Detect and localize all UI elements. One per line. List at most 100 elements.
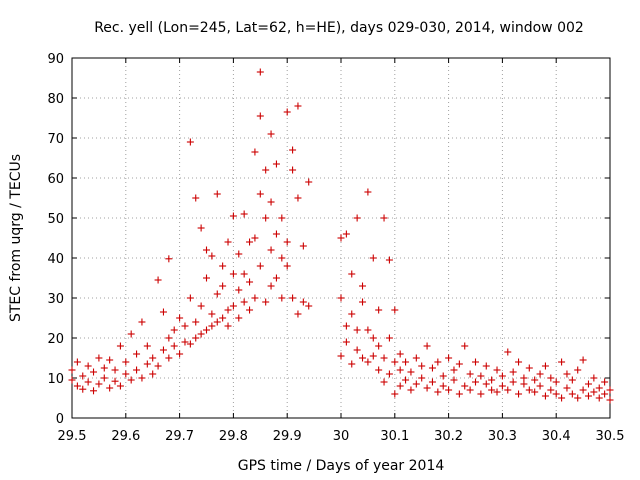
data-point [477, 390, 485, 398]
data-point [493, 366, 501, 374]
data-point [455, 360, 463, 368]
data-point [235, 314, 243, 322]
data-point [256, 190, 264, 198]
data-point [278, 254, 286, 262]
data-point [262, 298, 270, 306]
data-point [547, 386, 555, 394]
data-point [176, 314, 184, 322]
data-point [213, 318, 221, 326]
data-point [235, 286, 243, 294]
data-point [590, 374, 598, 382]
data-point [149, 370, 157, 378]
data-point [455, 390, 463, 398]
data-point [235, 250, 243, 258]
data-point [364, 358, 372, 366]
data-point [396, 350, 404, 358]
data-point [127, 376, 135, 384]
data-point [402, 358, 410, 366]
data-point [224, 306, 232, 314]
data-point [203, 246, 210, 254]
data-point [342, 322, 350, 330]
data-point [482, 362, 490, 370]
data-point [515, 390, 523, 398]
data-point [192, 334, 200, 342]
data-point [547, 374, 555, 382]
data-point [434, 358, 442, 366]
data-point [283, 108, 291, 116]
data-point [165, 354, 173, 362]
data-point [595, 384, 603, 392]
data-point [488, 376, 496, 384]
y-tick-label: 0 [56, 412, 64, 427]
data-point [364, 188, 372, 196]
data-point [219, 282, 227, 290]
data-point [380, 354, 388, 362]
data-point [509, 378, 517, 386]
data-point [208, 322, 216, 330]
data-point [574, 394, 582, 402]
data-point [337, 352, 345, 360]
x-tick-labels: 29.5 29.6 29.7 29.8 29.9 30 30.1 30.2 30.3 30.4 30… [58, 429, 625, 444]
data-point [246, 278, 254, 286]
data-point [256, 68, 264, 76]
data-point [154, 362, 162, 370]
data-point [122, 358, 130, 366]
data-point [369, 254, 377, 262]
data-point [170, 326, 178, 334]
data-point [445, 354, 453, 362]
data-point [305, 178, 313, 186]
data-point [558, 358, 566, 366]
data-point [294, 194, 302, 202]
y-tick-label: 50 [47, 212, 64, 227]
data-point [267, 198, 275, 206]
data-point [418, 374, 426, 382]
data-point [423, 384, 431, 392]
data-point [482, 380, 490, 388]
y-tick-labels: 0 10 20 30 40 50 60 70 80 90 [47, 52, 64, 427]
data-point [375, 366, 383, 374]
data-point [375, 342, 383, 350]
data-point [606, 396, 614, 404]
data-point [246, 306, 254, 314]
data-point [488, 386, 496, 394]
data-point [219, 262, 227, 270]
data-point [299, 242, 307, 250]
data-point [466, 370, 474, 378]
data-point [525, 386, 533, 394]
data-point [262, 214, 270, 222]
data-point [525, 364, 533, 372]
data-point [353, 214, 361, 222]
data-point [203, 274, 210, 282]
data-point [461, 342, 469, 350]
x-tick-label: 29.7 [165, 429, 194, 444]
data-point [407, 368, 415, 376]
data-point [461, 382, 469, 390]
data-point [256, 112, 264, 120]
x-tick-label: 30.3 [488, 429, 517, 444]
y-tick-label: 10 [47, 372, 64, 387]
data-point [568, 390, 576, 398]
data-point [289, 146, 297, 154]
data-point [73, 358, 81, 366]
data-point [509, 368, 517, 376]
data-point [106, 384, 114, 392]
data-point [536, 382, 544, 390]
data-point [84, 378, 92, 386]
data-point [272, 274, 280, 282]
x-tick-label: 29.5 [58, 429, 87, 444]
data-point [197, 224, 205, 232]
data-point [133, 366, 141, 374]
data-point [111, 377, 119, 385]
data-point [412, 380, 420, 388]
data-point [342, 338, 350, 346]
data-point [407, 386, 415, 394]
data-point [563, 384, 571, 392]
data-point [272, 160, 280, 168]
data-point [584, 380, 592, 388]
data-point [337, 234, 345, 242]
data-point [450, 366, 458, 374]
data-point [283, 238, 291, 246]
data-point [106, 356, 114, 364]
x-tick-label: 30.5 [596, 429, 625, 444]
data-point [466, 386, 474, 394]
